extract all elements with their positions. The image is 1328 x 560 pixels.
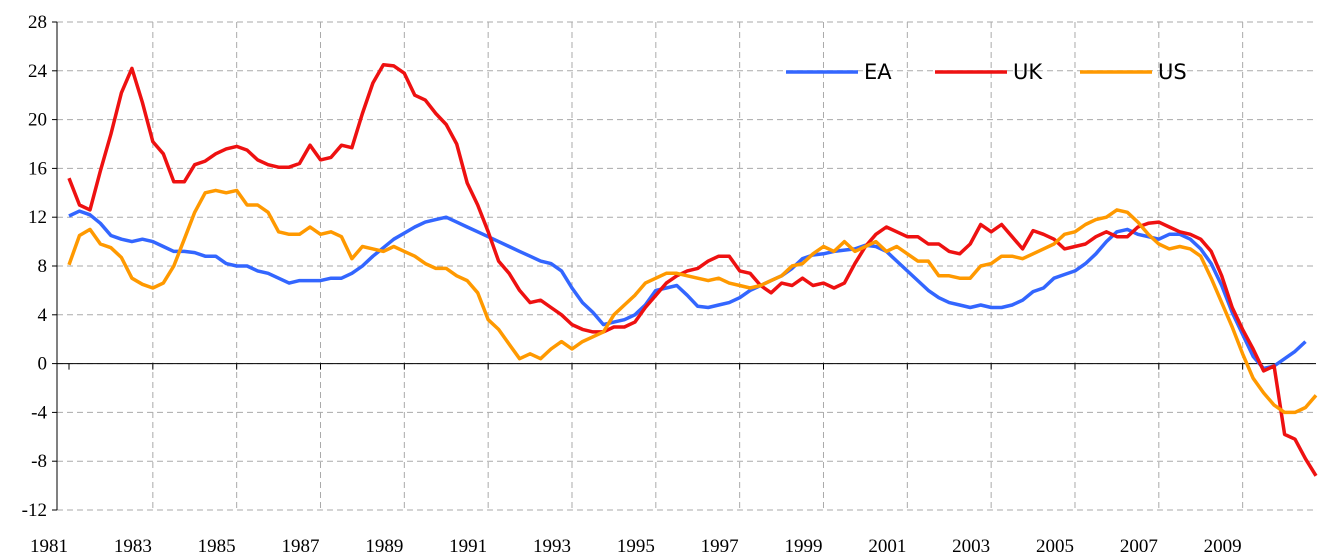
x-tick-label: 1989 [365, 536, 403, 557]
y-tick-label: 0 [38, 354, 48, 375]
series-line [67, 62, 1318, 477]
x-tick-label: 2009 [1204, 536, 1242, 557]
x-tick-label: 1995 [617, 536, 655, 557]
y-tick-label: 28 [28, 12, 47, 33]
legend-label: EA [864, 60, 892, 84]
x-tick-label: 2003 [952, 536, 990, 557]
x-tick-label: 2005 [1036, 536, 1074, 557]
x-tick-label: 1993 [533, 536, 571, 557]
y-tick-label: 4 [38, 305, 48, 326]
y-tick-label: 8 [38, 256, 48, 277]
x-tick-label: 1987 [281, 536, 319, 557]
y-tick-label: -4 [31, 402, 47, 423]
x-tick-label: 1997 [701, 536, 739, 557]
x-tick-label: 2007 [1120, 536, 1158, 557]
x-tick-label: 1991 [449, 536, 487, 557]
x-tick-label: 1981 [30, 536, 68, 557]
series-line [67, 188, 1318, 415]
series-line [68, 209, 1307, 371]
x-tick-label: 1983 [114, 536, 152, 557]
x-tick-label: 2001 [868, 536, 906, 557]
legend-label: UK [1013, 60, 1043, 84]
y-tick-label: -12 [22, 500, 47, 521]
x-tick-label: 1999 [784, 536, 822, 557]
x-tick-label: 1985 [198, 536, 236, 557]
y-tick-label: 12 [28, 207, 47, 228]
legend-label: US [1158, 60, 1187, 84]
y-tick-label: -8 [31, 451, 47, 472]
y-tick-label: 20 [28, 110, 47, 131]
y-tick-label: 24 [28, 61, 48, 82]
y-tick-label: 16 [28, 158, 47, 179]
